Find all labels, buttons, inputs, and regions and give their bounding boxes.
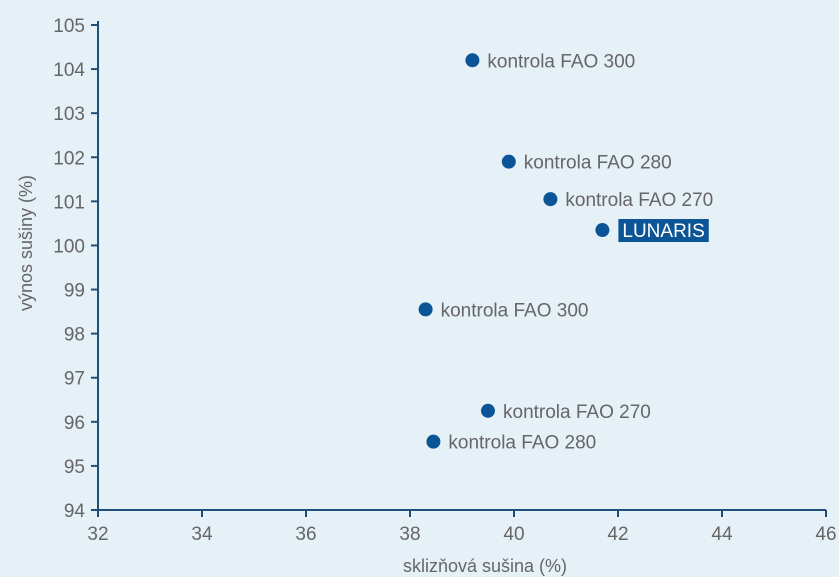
axes xyxy=(97,21,826,511)
x-tick-label: 38 xyxy=(399,524,420,545)
y-tick-label: 99 xyxy=(64,281,85,302)
x-tick-label: 32 xyxy=(87,524,108,545)
data-point xyxy=(543,192,558,207)
data-point xyxy=(481,403,495,418)
x-tick-label: 42 xyxy=(607,524,628,545)
point-label: kontrola FAO 270 xyxy=(503,402,651,423)
highlight-label-bg xyxy=(618,219,709,243)
x-axis-title: sklizňová sušina (%) xyxy=(403,556,567,576)
x-ticks: 32 34 36 38 40 42 44 46 xyxy=(87,510,837,545)
data-points: kontrola FAO 300 kontrola FAO 280 kontrola… xyxy=(418,51,713,454)
y-axis-title: výnos sušiny (%) xyxy=(16,175,36,311)
y-tick-label: 101 xyxy=(53,192,85,213)
y-tick-label: 94 xyxy=(64,501,86,522)
data-point xyxy=(418,302,433,317)
x-tick-label: 46 xyxy=(815,524,836,545)
y-tick-label: 95 xyxy=(64,457,85,478)
highlight-label: LUNARIS xyxy=(622,221,704,242)
data-point xyxy=(595,223,610,238)
y-tick-label: 105 xyxy=(53,16,85,37)
point-label: kontrola FAO 300 xyxy=(441,300,589,321)
point-label: kontrola FAO 280 xyxy=(524,153,672,174)
y-ticks: 94 95 96 97 98 99 100 101 102 103 104 105 xyxy=(53,16,98,522)
point-label: kontrola FAO 280 xyxy=(448,433,596,454)
y-tick-label: 103 xyxy=(53,104,85,125)
x-tick-label: 36 xyxy=(295,524,316,545)
data-point xyxy=(465,53,480,68)
y-tick-label: 102 xyxy=(53,148,85,169)
y-tick-label: 104 xyxy=(53,60,85,81)
point-label: kontrola FAO 300 xyxy=(487,51,635,72)
x-tick-label: 40 xyxy=(503,524,524,545)
x-tick-label: 44 xyxy=(711,524,733,545)
data-point xyxy=(501,154,516,169)
y-tick-label: 100 xyxy=(53,236,85,257)
x-tick-label: 34 xyxy=(191,524,213,545)
y-tick-label: 97 xyxy=(64,369,85,390)
y-tick-label: 96 xyxy=(64,413,85,434)
point-label: kontrola FAO 270 xyxy=(565,190,713,211)
y-tick-label: 98 xyxy=(64,325,85,346)
data-point xyxy=(426,434,441,449)
